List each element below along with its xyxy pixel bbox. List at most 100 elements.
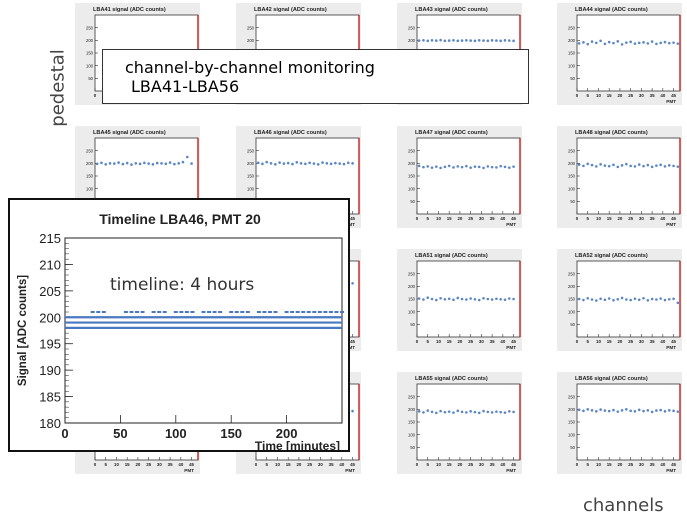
mini-data-point <box>95 162 99 166</box>
mini-data-point <box>672 164 675 168</box>
mini-x-tick-label: 40 <box>178 462 183 467</box>
mini-data-point <box>659 41 662 45</box>
mini-x-tick-label: 30 <box>639 462 644 467</box>
mini-x-tick-label: 20 <box>617 339 622 344</box>
mini-data-point <box>503 39 507 42</box>
mini-data-point <box>629 298 632 302</box>
timeline-data-point <box>273 311 278 313</box>
mini-data-point <box>435 298 438 302</box>
timeline-data-point <box>135 311 140 313</box>
mini-data-point <box>586 162 590 166</box>
mini-data-point <box>586 296 590 300</box>
mini-title: LBA44 signal (ADC counts) <box>575 7 648 13</box>
mini-data-point <box>422 411 425 414</box>
mini-data-point <box>151 163 155 166</box>
mini-data-point <box>316 163 320 166</box>
mini-x-tick-label: 0 <box>416 339 419 344</box>
timeline-data-point <box>284 311 289 313</box>
mini-data-point <box>338 162 341 165</box>
mini-data-point <box>625 41 628 44</box>
mini-data-point <box>672 297 675 301</box>
mini-x-tick-label: 20 <box>617 216 622 221</box>
mini-y-tick-label: 100 <box>86 63 94 68</box>
mini-data-point <box>595 299 598 302</box>
mini-data-point <box>439 409 442 413</box>
mini-y-tick-label: 100 <box>86 186 94 191</box>
mini-data-point <box>616 297 620 301</box>
mini-y-tick-label: 200 <box>568 407 576 412</box>
mini-data-point <box>426 409 430 412</box>
mini-data-point <box>667 297 671 301</box>
mini-data-point <box>447 39 451 42</box>
mini-data-point <box>439 38 442 42</box>
timeline-data-point <box>190 311 195 313</box>
mini-x-tick-label: 25 <box>468 462 473 467</box>
mini-data-point <box>590 298 594 301</box>
mini-x-tick-label: 20 <box>457 462 462 467</box>
mini-data-point <box>590 409 594 412</box>
mini-x-tick-label: 20 <box>457 216 462 221</box>
mini-y-tick-label: 100 <box>247 186 255 191</box>
mini-x-tick-label: 30 <box>639 339 644 344</box>
timeline-data-point <box>101 311 106 313</box>
mini-data-point <box>477 165 481 169</box>
mini-x-tick-label: 40 <box>500 216 505 221</box>
mini-data-point <box>633 42 637 45</box>
mini-x-tick-label: 40 <box>660 93 665 98</box>
timeline-data-point <box>256 311 261 313</box>
mini-title: LBA51 signal (ADC counts) <box>415 253 488 259</box>
mini-data-point <box>646 298 650 302</box>
mini-data-point <box>469 166 472 169</box>
mini-data-point <box>490 165 494 169</box>
mini-x-tick-label: 40 <box>339 462 344 467</box>
timeline-data-point <box>173 311 178 313</box>
mini-data-point <box>577 42 581 45</box>
mini-histogram-16: LBA56 signal (ADC counts) 50 100 150 200 250 0… <box>557 372 682 474</box>
timeline-y-tick-label: 195 <box>39 337 61 352</box>
mini-x-tick-label: 35 <box>490 462 495 467</box>
mini-data-point <box>329 162 333 166</box>
mini-data-point <box>426 165 430 168</box>
mini-data-point <box>577 163 581 166</box>
mini-data-point <box>595 41 598 45</box>
mini-y-tick-label: 150 <box>568 174 576 179</box>
mini-x-tick-label: 35 <box>650 216 655 221</box>
mini-y-tick-label: 250 <box>408 394 416 399</box>
mini-data-point <box>599 39 602 43</box>
timeline-x-axis-label: Time [minutes] <box>255 439 340 450</box>
mini-data-point <box>430 166 434 169</box>
mini-data-point <box>659 408 662 412</box>
mini-x-tick-label: 15 <box>286 462 291 467</box>
mini-title: LBA45 signal (ADC counts) <box>93 130 166 136</box>
timeline-data-point <box>218 311 223 313</box>
mini-data-point <box>482 296 485 300</box>
mini-data-point <box>507 410 511 413</box>
mini-x-tick-label: 0 <box>576 93 579 98</box>
mini-x-tick-label: 45 <box>671 339 676 344</box>
mini-data-point <box>490 298 494 301</box>
mini-data-point <box>304 162 307 166</box>
channels-axis-label: channels <box>583 495 664 516</box>
mini-data-point <box>469 297 472 300</box>
mini-data-point <box>495 166 498 169</box>
mini-x-tick-label: 25 <box>146 462 151 467</box>
mini-x-tick-label: 10 <box>596 93 601 98</box>
mini-data-point <box>646 163 650 167</box>
timeline-data-point <box>245 311 250 313</box>
mini-x-tick-label: 5 <box>105 462 108 467</box>
mini-data-point <box>465 164 468 168</box>
mini-y-tick-label: 200 <box>408 38 416 43</box>
mini-data-point <box>460 39 464 42</box>
timeline-data-point <box>262 311 267 313</box>
mini-x-tick-label: 15 <box>447 462 452 467</box>
timeline-data-point <box>96 311 101 313</box>
mini-data-point <box>495 410 498 413</box>
mini-data-point <box>134 162 138 165</box>
mini-histogram-7: LBA47 signal (ADC counts) 50 100 150 200 250 0… <box>397 126 522 228</box>
timeline-y-axis-label: Signal [ADC counts] <box>17 275 29 386</box>
mini-data-point <box>612 298 615 302</box>
mini-data-point <box>104 163 108 166</box>
mini-histogram-12: LBA52 signal (ADC counts) 50 100 150 200 250 0… <box>557 249 682 351</box>
mini-y-tick-label: 50 <box>410 322 415 327</box>
mini-data-point <box>637 163 641 166</box>
